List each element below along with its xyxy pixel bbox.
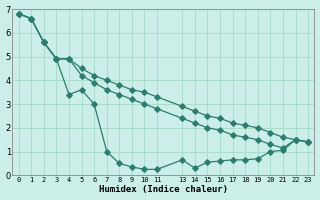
X-axis label: Humidex (Indice chaleur): Humidex (Indice chaleur) <box>99 185 228 194</box>
